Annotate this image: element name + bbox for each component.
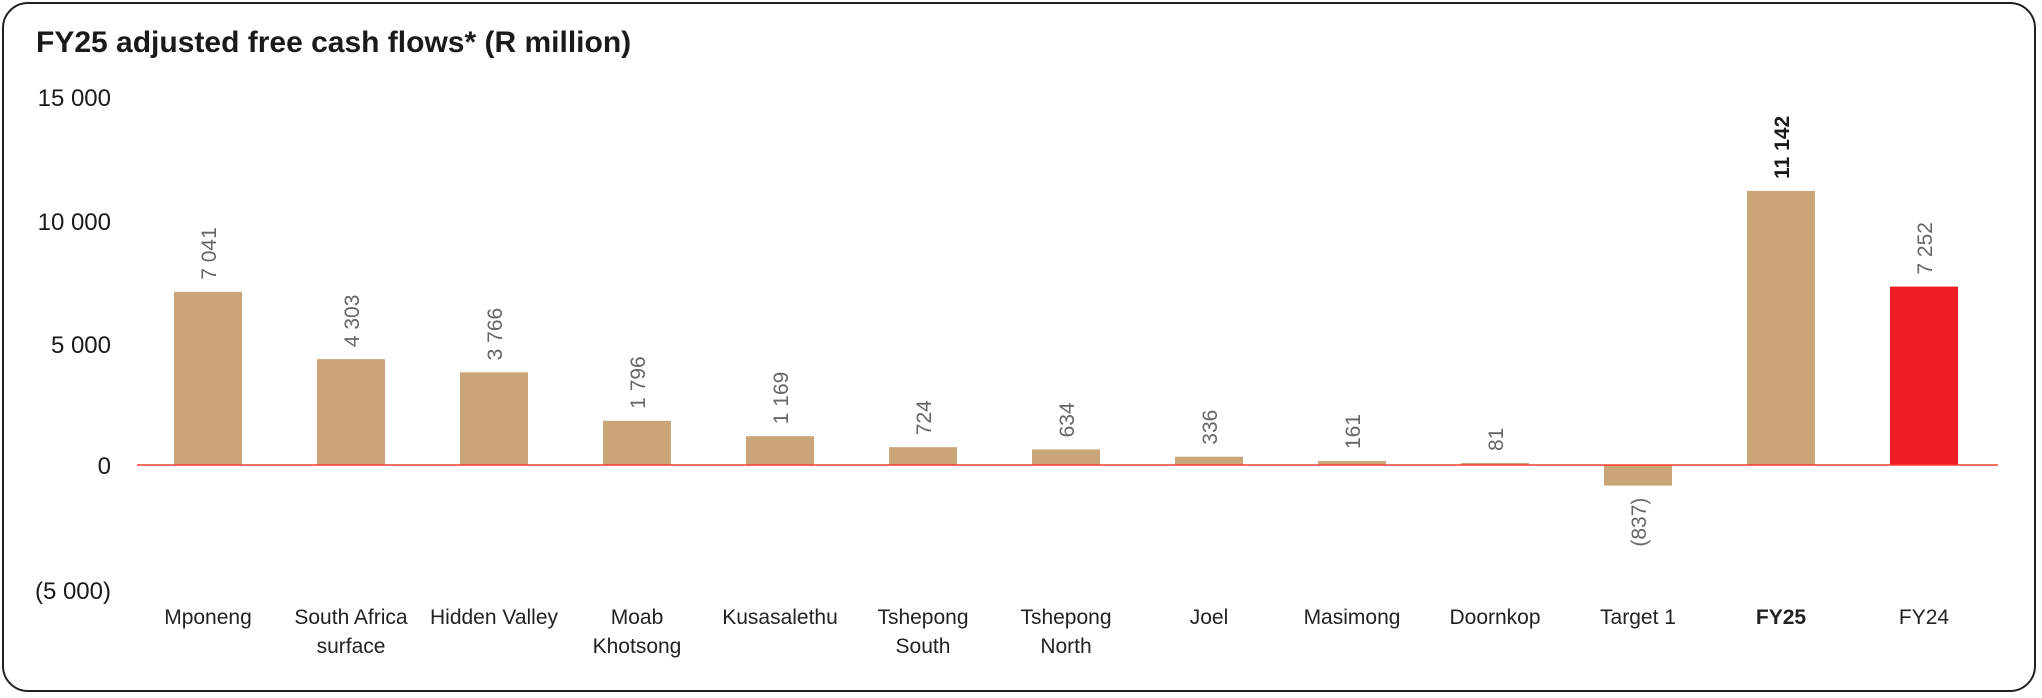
bar (1890, 286, 1958, 465)
category-label: Masimong (1304, 606, 1401, 629)
category-label: FY24 (1899, 606, 1950, 629)
bar (317, 359, 385, 465)
category-label: North (1040, 635, 1091, 658)
bar (1175, 456, 1243, 465)
bar (1747, 190, 1815, 465)
data-label: 3 766 (484, 308, 507, 361)
y-tick-label: 5 000 (51, 332, 111, 359)
category-label: FY25 (1756, 606, 1807, 629)
y-tick-label: 10 000 (38, 209, 111, 236)
category-label: Tshepong (877, 606, 968, 629)
category-label: Target 1 (1600, 606, 1676, 629)
bar (1604, 465, 1672, 486)
data-label: 724 (913, 400, 936, 435)
data-label: 81 (1485, 428, 1508, 451)
category-label: Mponeng (164, 606, 252, 629)
data-label: 1 796 (627, 356, 650, 409)
y-tick-label: 0 (98, 453, 111, 480)
bar (174, 291, 242, 465)
data-label: 7 041 (198, 227, 221, 280)
bar (1032, 449, 1100, 465)
bar (746, 436, 814, 465)
bar (1461, 463, 1529, 465)
data-label: 4 303 (341, 295, 364, 348)
category-label: Tshepong (1020, 606, 1111, 629)
category-label: Hidden Valley (430, 606, 559, 629)
data-label: 336 (1199, 410, 1222, 445)
category-label: South Africa (294, 606, 408, 629)
category-label: South (896, 635, 951, 658)
data-label: 11 142 (1771, 116, 1794, 179)
bar (1318, 461, 1386, 465)
chart-title: FY25 adjusted free cash flows* (R millio… (36, 26, 632, 59)
data-label: (837) (1628, 498, 1651, 547)
category-label: surface (317, 635, 386, 658)
category-label: Doornkop (1449, 606, 1540, 629)
category-label: Moab (611, 606, 664, 629)
category-label: Khotsong (593, 635, 682, 658)
bar (603, 420, 671, 465)
data-label: 7 252 (1914, 222, 1937, 275)
category-label: Joel (1190, 606, 1229, 629)
y-tick-label: (5 000) (35, 578, 111, 605)
bar (889, 447, 957, 465)
category-label: Kusasalethu (722, 606, 838, 629)
data-label: 634 (1056, 402, 1079, 437)
data-label: 1 169 (770, 372, 793, 425)
y-tick-label: 15 000 (38, 85, 111, 112)
data-label: 161 (1342, 414, 1365, 449)
bar (460, 372, 528, 465)
